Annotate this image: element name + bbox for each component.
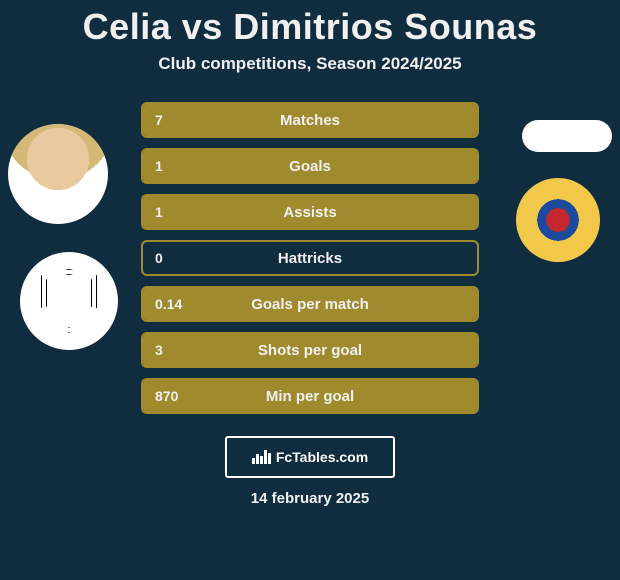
stat-row: 870Min per goal [141, 378, 479, 414]
club-left-shield-icon [41, 269, 97, 333]
subtitle: Club competitions, Season 2024/2025 [158, 54, 461, 74]
stat-value: 3 [143, 342, 163, 358]
club-right-badge [516, 178, 600, 262]
stat-row: 7Matches [141, 102, 479, 138]
stat-row: 0.14Goals per match [141, 286, 479, 322]
page-title: Celia vs Dimitrios Sounas [83, 6, 538, 48]
stat-value: 870 [143, 388, 178, 404]
player-left-face [8, 124, 108, 224]
stat-value: 0 [143, 250, 163, 266]
stat-label: Min per goal [143, 388, 477, 405]
club-left-badge [20, 252, 118, 350]
player-right-avatar [522, 120, 612, 152]
stat-value: 7 [143, 112, 163, 128]
stat-label: Goals [143, 158, 477, 175]
logo-text: FcTables.com [276, 449, 368, 465]
comparison-card: Celia vs Dimitrios Sounas Club competiti… [0, 0, 620, 580]
stat-label: Hattricks [143, 250, 477, 267]
source-logo: FcTables.com [225, 436, 395, 478]
date-text: 14 february 2025 [251, 490, 369, 507]
stat-value: 1 [143, 158, 163, 174]
club-right-crest-icon [516, 178, 600, 262]
bars-icon [252, 450, 271, 464]
stat-label: Shots per goal [143, 342, 477, 359]
stat-label: Goals per match [143, 296, 477, 313]
stat-row: 3Shots per goal [141, 332, 479, 368]
stat-label: Matches [143, 112, 477, 129]
player-left-avatar [8, 124, 108, 224]
stat-label: Assists [143, 204, 477, 221]
stat-value: 1 [143, 204, 163, 220]
stat-row: 1Assists [141, 194, 479, 230]
stats-rows: 7Matches1Goals1Assists0Hattricks0.14Goal… [141, 102, 479, 414]
stat-row: 1Goals [141, 148, 479, 184]
stat-row: 0Hattricks [141, 240, 479, 276]
stat-value: 0.14 [143, 296, 182, 312]
